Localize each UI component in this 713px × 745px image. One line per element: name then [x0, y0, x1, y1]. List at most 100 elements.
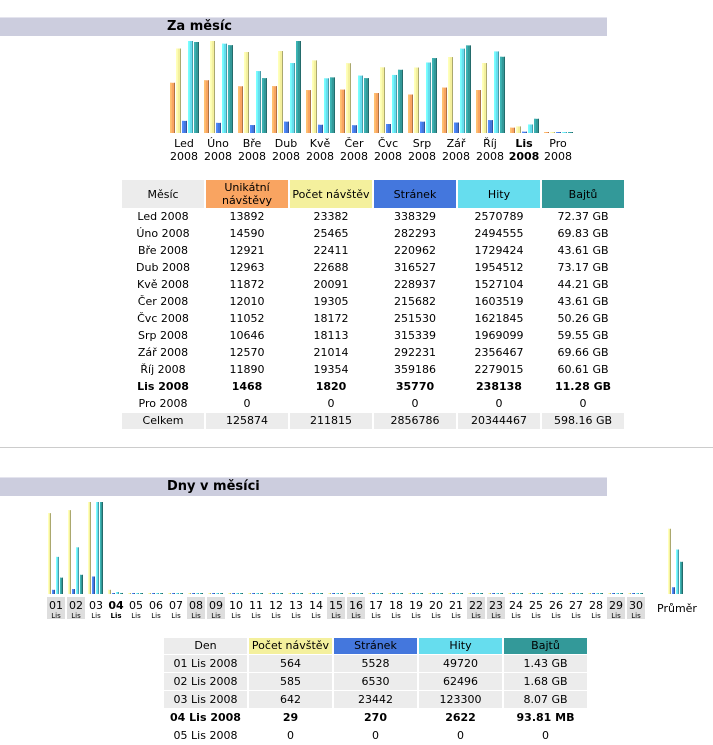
monthly-bar: [442, 87, 447, 133]
row-value: 93.81 MB: [516, 711, 575, 724]
monthly-table-row: Dub 2008 12963 22688 316527 1954512 73.17 GB: [122, 260, 624, 276]
monthly-bar: [454, 122, 459, 133]
row-value: 2570789: [474, 210, 524, 223]
daily-bar: [436, 593, 439, 594]
daily-tick-sublabel: Lis: [591, 612, 601, 620]
monthly-bar: [176, 48, 181, 133]
row-value: 270: [364, 711, 387, 724]
row-value: 316527: [394, 261, 436, 274]
daily-bar: [100, 502, 103, 594]
row-value: 282293: [394, 227, 436, 240]
daily-bar: [96, 502, 99, 594]
monthly-bar: [318, 124, 323, 133]
total-hits: 20344467: [458, 413, 540, 429]
daily-tick-sublabel: Lis: [471, 612, 481, 620]
daily-tick-sublabel: Lis: [191, 612, 201, 620]
daily-bar: [452, 593, 455, 594]
daily-bar: [472, 593, 475, 594]
daily-average-bar: [668, 528, 671, 594]
monthly-bar: [358, 75, 363, 133]
daily-bar: [548, 593, 551, 594]
daily-bar: [300, 593, 303, 594]
daily-bar: [492, 593, 495, 594]
daily-tick-label: 09: [209, 599, 223, 612]
monthly-total-row: Celkem 125874 211815 2856786 20344467 59…: [122, 413, 624, 429]
total-label: Celkem: [122, 413, 204, 429]
row-value: 25465: [313, 227, 349, 240]
row-value: 43.61 GB: [557, 295, 609, 308]
daily-bar: [192, 593, 195, 594]
daily-tick-label: 16: [349, 599, 363, 612]
monthly-bar: [228, 45, 233, 133]
daily-tick-label: 07: [169, 599, 183, 612]
monthly-bar: [222, 43, 227, 133]
daily-bar: [256, 593, 259, 594]
monthly-title: Za měsíc: [167, 19, 232, 34]
daily-bar: [268, 593, 271, 594]
daily-bar: [552, 593, 555, 594]
row-value: 1954512: [474, 261, 524, 274]
daily-bar: [328, 593, 331, 594]
daily-table: Den Počet návštěv Stránek Hity Bajtů 01 …: [162, 637, 589, 745]
row-month: Bře 2008: [137, 244, 189, 257]
daily-bar: [540, 593, 543, 594]
daily-bar: [92, 576, 95, 594]
daily-tick-label: 18: [389, 599, 403, 612]
row-value: 11052: [229, 312, 265, 325]
monthly-table-row: Srp 2008 10646 18113 315339 1969099 59.55 GB: [122, 328, 624, 344]
daily-tick-sublabel: Lis: [431, 612, 441, 620]
daily-bar: [476, 593, 479, 594]
row-value: 12963: [229, 261, 265, 274]
monthly-bar: [364, 78, 369, 133]
daily-bar: [556, 593, 559, 594]
monthly-tick-year: 2008: [476, 150, 504, 163]
daily-bar: [600, 593, 603, 594]
monthly-bar: [398, 69, 403, 133]
daily-bar: [336, 593, 339, 594]
monthly-tick-year: 2008: [204, 150, 232, 163]
daily-tick-sublabel: Lis: [631, 612, 641, 620]
monthly-bar: [330, 77, 335, 133]
monthly-bar: [238, 86, 243, 133]
daily-bar: [152, 593, 155, 594]
daily-bar: [248, 593, 251, 594]
daily-tick-sublabel: Lis: [91, 612, 101, 620]
daily-tick-sublabel: Lis: [491, 612, 501, 620]
monthly-bar: [488, 120, 493, 133]
monthly-bar: [386, 123, 391, 133]
daily-bar: [288, 593, 291, 594]
row-value: 2494555: [474, 227, 524, 240]
daily-tick-label: 14: [309, 599, 323, 612]
row-value: 29: [282, 711, 299, 724]
daily-average-bar: [672, 587, 675, 594]
daily-bar: [396, 593, 399, 594]
monthly-table-row: Kvě 2008 11872 20091 228937 1527104 44.21 GB: [122, 277, 624, 293]
daily-bar: [516, 593, 519, 594]
daily-bar: [128, 593, 131, 594]
daily-bar: [420, 593, 423, 594]
monthly-bar: [284, 121, 289, 133]
daily-bar: [508, 593, 511, 594]
daily-bar: [280, 593, 283, 594]
daily-tick-label: 17: [369, 599, 383, 612]
monthly-tick-label: Čer: [345, 137, 364, 150]
monthly-bar: [544, 132, 549, 133]
daily-tick-sublabel: Lis: [611, 612, 621, 620]
daily-tick-label: 10: [229, 599, 243, 612]
row-value: 0: [579, 397, 587, 410]
daily-bar: [352, 593, 355, 594]
row-value: 22688: [313, 261, 349, 274]
monthly-bar: [562, 132, 567, 133]
weekend-marker: [467, 597, 485, 619]
daily-bar: [168, 593, 171, 594]
monthly-bar: [340, 89, 345, 133]
header-month: Měsíc: [122, 180, 204, 208]
row-value: 1527104: [474, 278, 524, 291]
daily-average-bar: [676, 549, 679, 594]
monthly-tick-label: Úno: [207, 137, 229, 150]
daily-bar: [236, 593, 239, 594]
row-value: 123300: [419, 691, 502, 708]
daily-bar: [120, 592, 123, 594]
row-value: 215682: [394, 295, 436, 308]
monthly-tick-year: 2008: [509, 150, 540, 163]
